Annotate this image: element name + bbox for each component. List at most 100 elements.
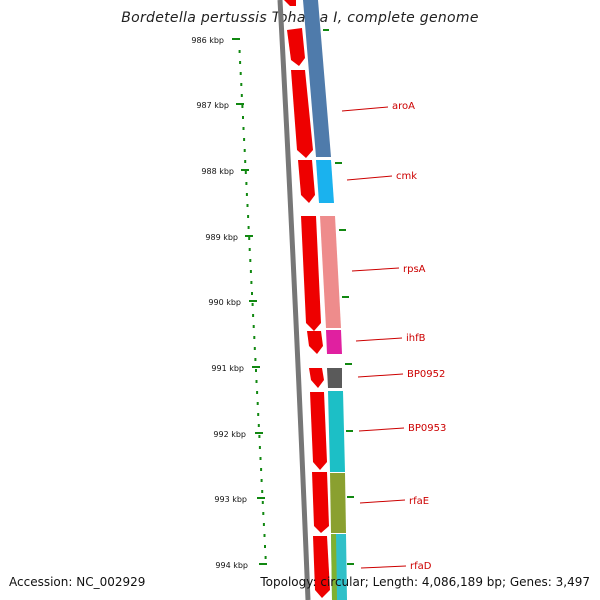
ruler-dot bbox=[249, 259, 252, 262]
ruler-dot bbox=[240, 94, 243, 97]
map-title: Bordetella pertussis Tohama I, complete … bbox=[121, 10, 479, 26]
ruler-dot bbox=[249, 270, 252, 273]
ruler-dot bbox=[243, 149, 246, 152]
ruler-dot bbox=[256, 391, 259, 394]
ruler-dot bbox=[243, 138, 246, 141]
ruler-dot bbox=[251, 292, 253, 295]
ruler-dot bbox=[258, 446, 261, 449]
ruler-dot bbox=[242, 116, 244, 119]
gene-block-rpsA bbox=[320, 216, 341, 328]
genome-backbone bbox=[277, 0, 311, 600]
gene-block-BP0953 bbox=[328, 391, 345, 472]
leader-cmk bbox=[346, 175, 393, 181]
accession-text: Accession: NC_002929 bbox=[9, 575, 146, 589]
tick-label: 989 kbp bbox=[205, 233, 238, 242]
ruler-dot bbox=[255, 380, 258, 383]
ruler-dot bbox=[244, 171, 247, 174]
tick-label: 988 kbp bbox=[201, 167, 234, 176]
gene-label-rpsA[interactable]: rpsA bbox=[403, 264, 426, 275]
gene-block-cmk bbox=[316, 160, 334, 203]
tick-label: 991 kbp bbox=[211, 364, 244, 373]
tick-label: 986 kbp bbox=[191, 36, 224, 45]
ruler-dot bbox=[259, 457, 262, 460]
cds-arrows bbox=[284, 0, 330, 598]
gene-label-rfaD[interactable]: rfaD bbox=[410, 561, 432, 572]
ruler-dot bbox=[263, 534, 266, 537]
ruler-dot bbox=[255, 369, 257, 372]
ruler: 986 kbp 987 kbp 988 kbp 989 kbp 990 kbp … bbox=[191, 36, 267, 570]
tick-label: 990 kbp bbox=[208, 298, 241, 307]
ruler-dot bbox=[257, 424, 260, 427]
ruler-dot bbox=[261, 490, 264, 493]
leader-rpsA bbox=[351, 267, 400, 272]
cds-arrow bbox=[312, 472, 329, 533]
ruler-dot bbox=[253, 347, 256, 350]
ruler-dot bbox=[248, 248, 251, 251]
tick-label: 993 kbp bbox=[214, 495, 247, 504]
ruler-dot bbox=[262, 523, 265, 526]
ruler-dot bbox=[253, 336, 256, 339]
cds-arrow bbox=[307, 331, 323, 354]
gene-label-BP0952[interactable]: BP0952 bbox=[407, 369, 445, 380]
gene-block-rfaE bbox=[330, 473, 346, 533]
ruler-dot bbox=[252, 314, 255, 317]
gene-label-aroA[interactable]: aroA bbox=[392, 101, 415, 112]
ruler-dot bbox=[245, 193, 248, 196]
leader-BP0953 bbox=[358, 427, 405, 432]
cds-arrow bbox=[287, 28, 305, 66]
ruler-dot bbox=[260, 468, 263, 471]
leader-rfaD bbox=[360, 565, 407, 569]
ruler-dot bbox=[260, 479, 263, 482]
tick-label: 994 kbp bbox=[215, 561, 248, 570]
ruler-dot bbox=[241, 105, 244, 108]
leader-rfaE bbox=[359, 499, 406, 504]
ruler-dot bbox=[246, 204, 249, 207]
gene-block-aroA bbox=[303, 0, 331, 157]
gene-ticks bbox=[323, 29, 354, 565]
ruler-dot bbox=[248, 237, 251, 240]
ruler-dot bbox=[252, 325, 255, 328]
ruler-dot bbox=[244, 160, 247, 163]
cds-arrow bbox=[310, 392, 327, 470]
gene-block-rfaD-inner bbox=[331, 534, 337, 600]
ruler-dot bbox=[247, 226, 250, 229]
ruler-dot bbox=[238, 50, 241, 53]
ruler-dot bbox=[264, 545, 266, 548]
ruler-dot bbox=[240, 83, 243, 86]
ruler-dot bbox=[250, 281, 253, 284]
cds-arrow bbox=[313, 536, 330, 598]
leader-aroA bbox=[341, 106, 389, 112]
ruler-dot bbox=[251, 303, 254, 306]
leader-ihfB bbox=[355, 337, 403, 342]
gene-blocks bbox=[303, 0, 347, 600]
tick-label: 992 kbp bbox=[213, 430, 246, 439]
gene-label-cmk[interactable]: cmk bbox=[396, 171, 417, 182]
cds-arrow bbox=[301, 216, 321, 331]
ruler-dot bbox=[264, 556, 267, 559]
gene-block-BP0952 bbox=[327, 368, 342, 388]
tick-label: 987 kbp bbox=[196, 101, 229, 110]
gene-label-BP0953[interactable]: BP0953 bbox=[408, 423, 446, 434]
ruler-dot bbox=[261, 501, 264, 504]
gene-label-ihfB[interactable]: ihfB bbox=[406, 333, 426, 344]
gene-labels: aroA cmk rpsA ihfB BP0952 BP0953 rfaE rf… bbox=[392, 101, 446, 572]
cds-arrow bbox=[298, 160, 315, 203]
ruler-dots bbox=[238, 50, 267, 559]
label-leaders bbox=[341, 106, 407, 569]
genome-stats-text: Topology: circular; Length: 4,086,189 bp… bbox=[260, 575, 590, 589]
ruler-dot bbox=[247, 215, 250, 218]
ruler-dot bbox=[256, 402, 259, 405]
ruler-dot bbox=[262, 512, 265, 515]
leader-BP0952 bbox=[357, 373, 404, 378]
cds-arrow bbox=[284, 0, 296, 6]
ruler-dot bbox=[239, 61, 242, 64]
gene-label-rfaE[interactable]: rfaE bbox=[409, 496, 429, 507]
ruler-dot bbox=[239, 72, 242, 75]
ruler-dot bbox=[245, 182, 248, 185]
ruler-dot bbox=[254, 358, 257, 361]
gene-block-ihfB bbox=[326, 330, 342, 354]
ruler-dot bbox=[258, 435, 261, 438]
cds-arrow bbox=[309, 368, 324, 388]
cds-arrow bbox=[291, 70, 313, 158]
